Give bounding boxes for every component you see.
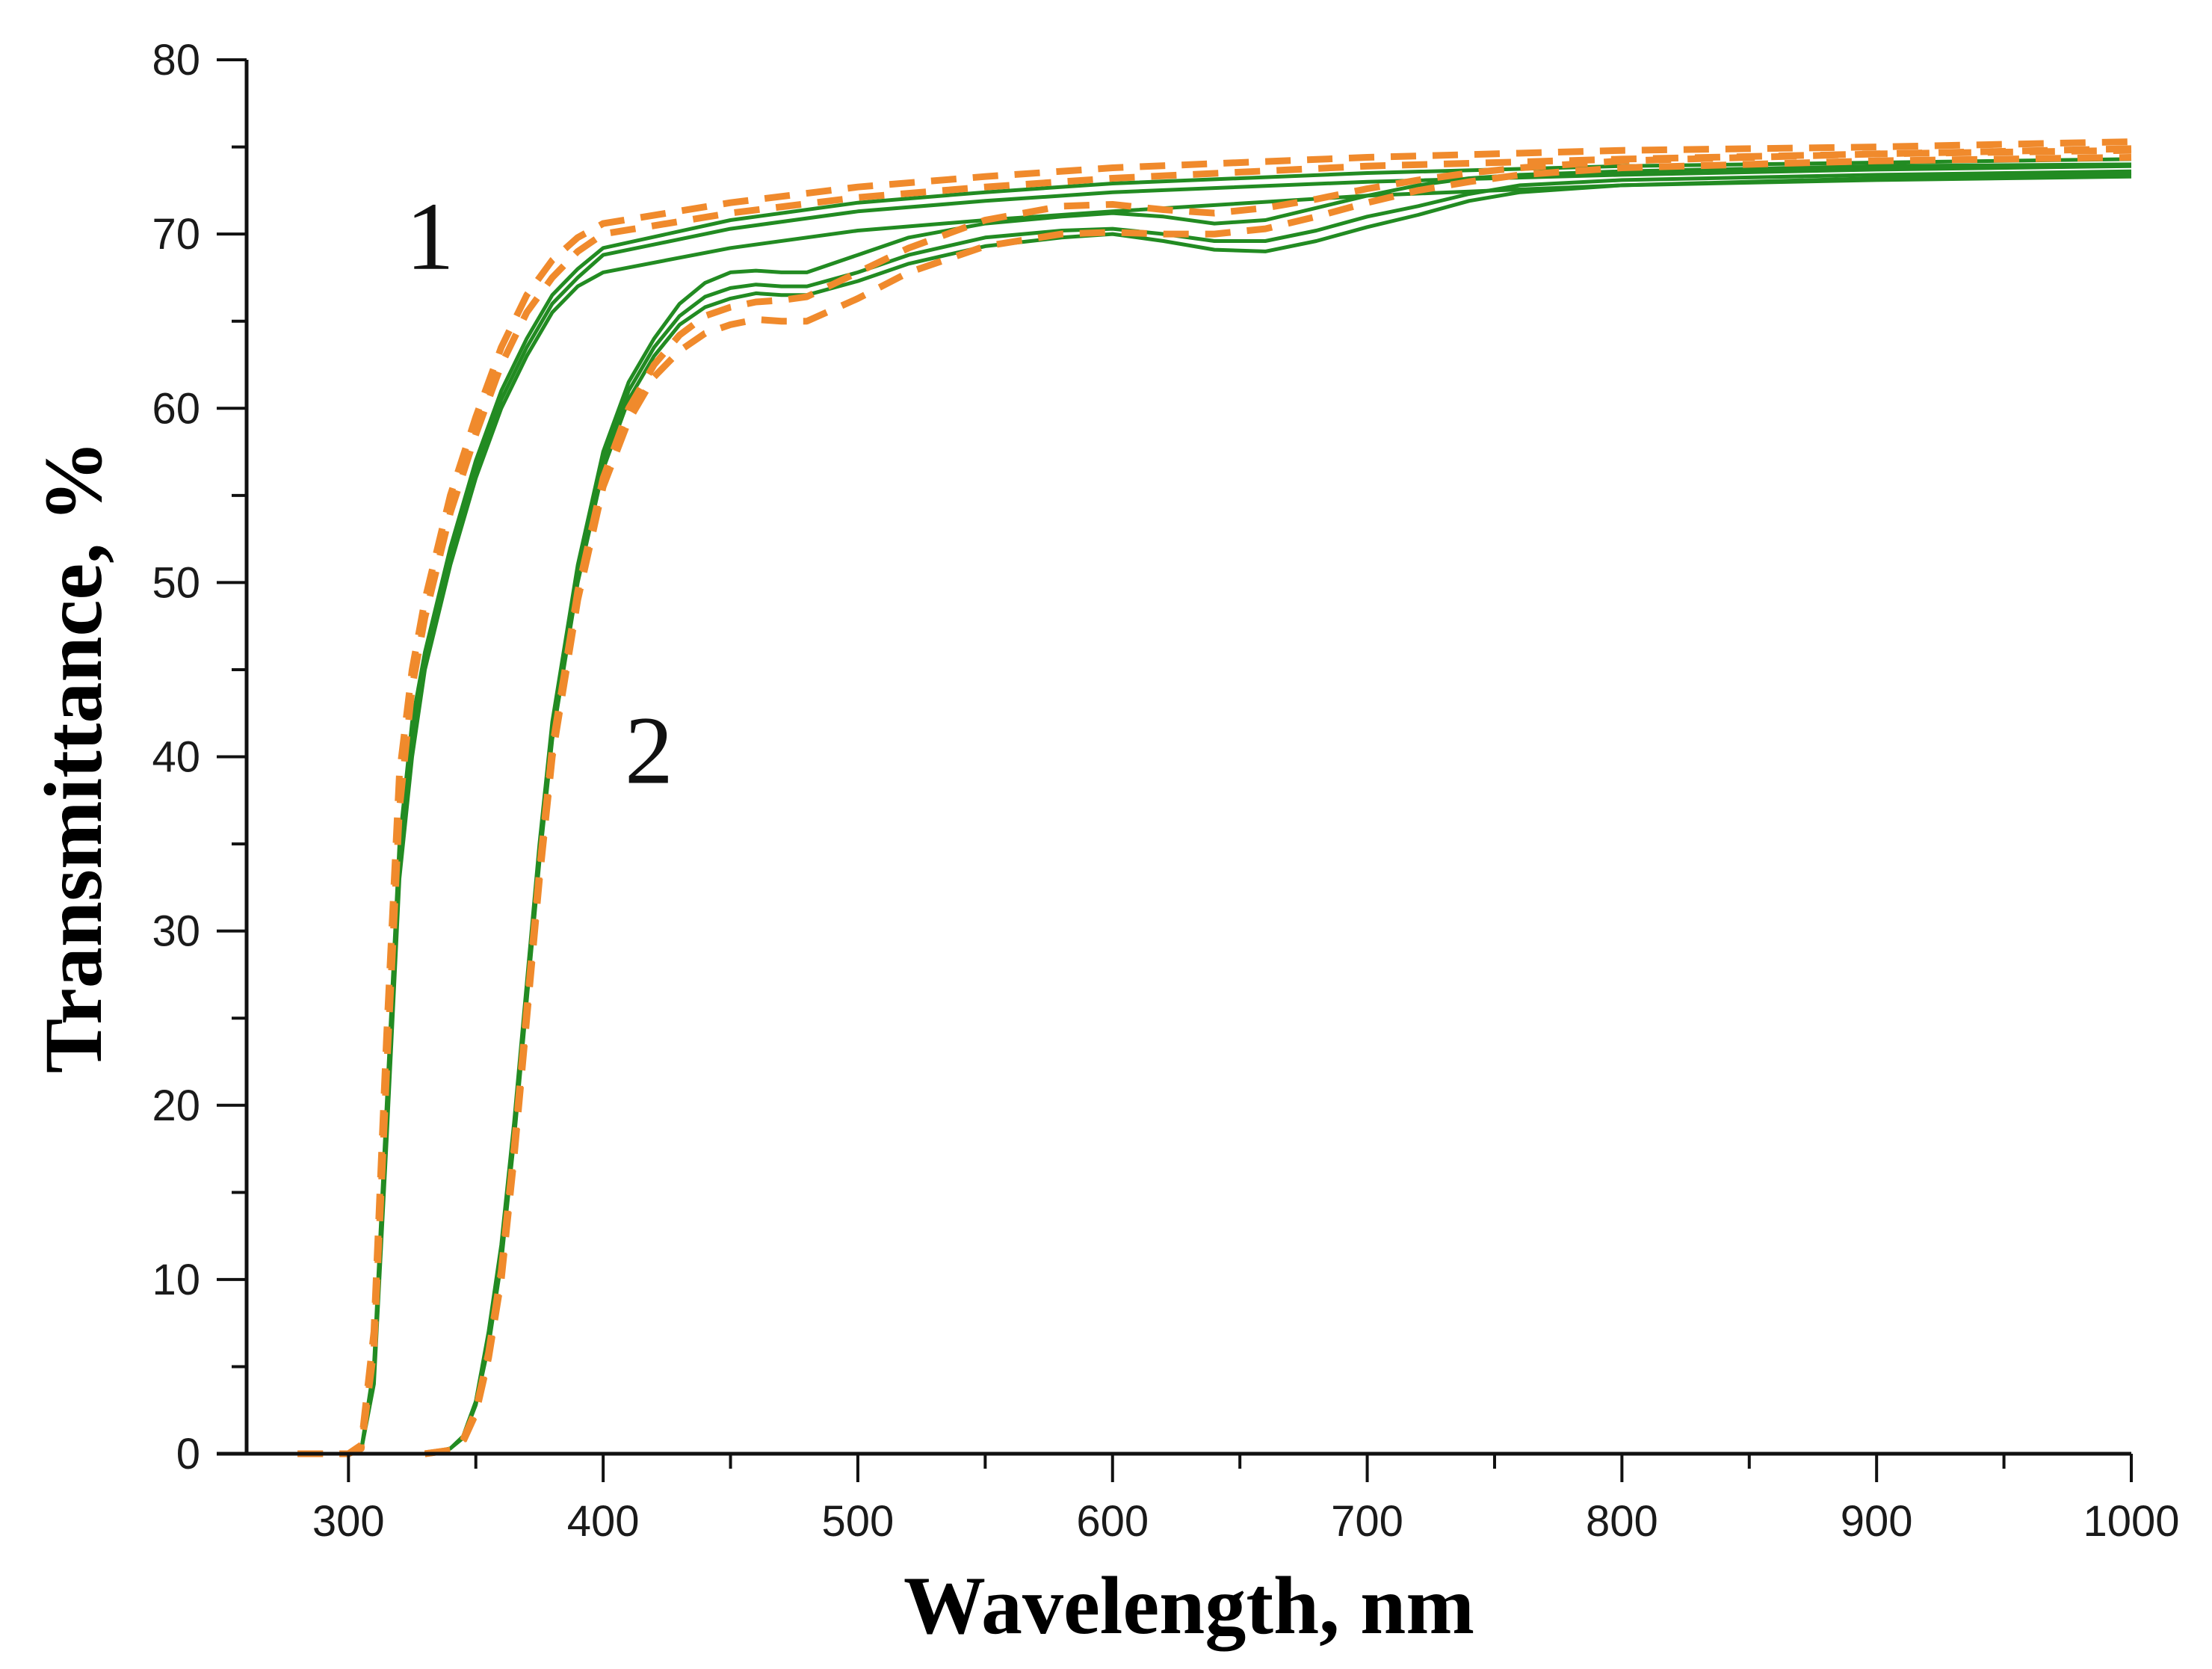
series-line-2-dashed-b xyxy=(424,154,2132,1457)
series-line-1-dashed-a xyxy=(297,138,2132,1457)
series-line-1-solid-c xyxy=(297,171,2132,1456)
x-tick-label: 900 xyxy=(1841,1497,1913,1546)
x-tick-label: 500 xyxy=(822,1497,895,1546)
y-axis-title: Transmittance, % xyxy=(28,440,119,1073)
y-tick-label: 30 xyxy=(152,907,200,956)
x-tick-label: 600 xyxy=(1076,1497,1149,1546)
series-layer xyxy=(297,138,2132,1457)
x-tick-label: 300 xyxy=(312,1497,385,1546)
y-tick-label: 20 xyxy=(152,1082,200,1130)
y-tick-label: 70 xyxy=(152,210,200,259)
y-tick-label: 40 xyxy=(152,733,200,782)
y-tick-label: 10 xyxy=(152,1256,200,1304)
series-line-1-solid-a xyxy=(297,157,2132,1456)
series-line-2-solid-c xyxy=(424,174,2132,1456)
series-line-1-dashed-b xyxy=(297,146,2132,1457)
y-tick-label: 50 xyxy=(152,558,200,607)
x-tick-label: 700 xyxy=(1331,1497,1403,1546)
x-tick-label: 1000 xyxy=(2083,1497,2179,1546)
axes-layer xyxy=(217,58,2133,1482)
series-line-2-dashed-a xyxy=(424,145,2132,1457)
series-line-2-solid-a xyxy=(424,162,2132,1456)
x-axis-title: Wavelength, nm xyxy=(903,1560,1474,1651)
y-tick-label: 80 xyxy=(152,36,200,84)
y-tick-label: 0 xyxy=(176,1430,200,1478)
curve-label-1: 1 xyxy=(406,183,454,291)
series-line-1-solid-b xyxy=(297,164,2132,1456)
x-tick-label: 400 xyxy=(567,1497,640,1546)
curve-label-2: 2 xyxy=(625,697,673,804)
labels-layer: 0 10 20 30 40 50 60 70 80 300 400 500 600 700 800 900 10… xyxy=(28,36,2180,1651)
series-line-2-solid-b xyxy=(424,169,2132,1456)
y-tick-label: 60 xyxy=(152,384,200,433)
x-tick-label: 800 xyxy=(1586,1497,1658,1546)
